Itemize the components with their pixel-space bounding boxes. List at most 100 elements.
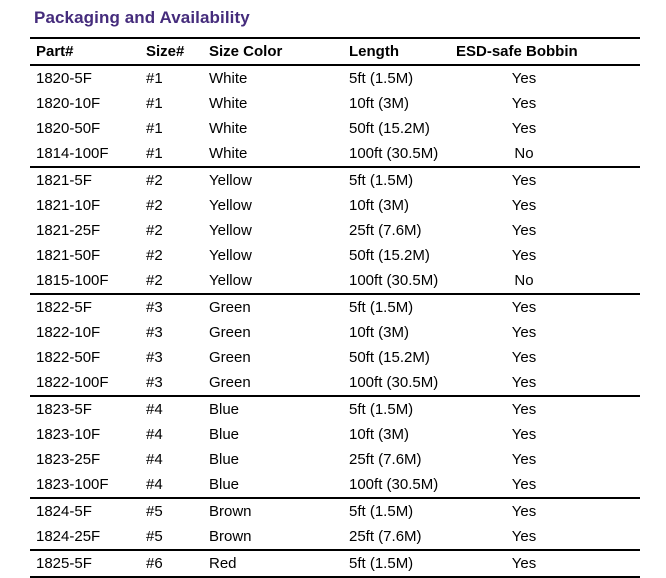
table-cell-size: #4 xyxy=(146,401,163,418)
table-cell-color: Yellow xyxy=(209,272,252,289)
column-header-esd: ESD-safe Bobbin xyxy=(456,43,578,60)
table-cell-color: Yellow xyxy=(209,247,252,264)
table-cell-length: 10ft (3M) xyxy=(349,324,410,341)
table-cell-esd: Yes xyxy=(511,476,537,493)
table-cell-size: #3 xyxy=(146,299,163,316)
table-cell-color: Yellow xyxy=(209,197,252,214)
table-cell-size: #3 xyxy=(146,324,163,341)
table-cell-length: 10ft (3M) xyxy=(349,197,410,214)
table-cell-length: 100ft (30.5M) xyxy=(349,476,439,493)
table-row: 1820-10F #1 White 10ft (3M) Yes xyxy=(30,91,640,116)
table-cell-part: 1821-25F xyxy=(36,222,101,239)
table-cell-color: Blue xyxy=(209,426,240,443)
table-cell-part: 1824-25F xyxy=(36,528,101,545)
table-cell-size: #1 xyxy=(146,70,163,87)
table-row: 1822-100F #3 Green 100ft (30.5M) Yes xyxy=(30,370,640,396)
table-cell-size: #4 xyxy=(146,426,163,443)
table-cell-size: #3 xyxy=(146,374,163,391)
table-cell-color: Green xyxy=(209,324,251,341)
table-cell-part: 1821-50F xyxy=(36,247,101,264)
table-cell-length: 50ft (15.2M) xyxy=(349,120,430,137)
table-cell-part: 1823-100F xyxy=(36,476,109,493)
table-row: 1820-5F #1 White 5ft (1.5M) Yes xyxy=(30,65,640,91)
table-cell-size: #1 xyxy=(146,95,163,112)
table-cell-length: 25ft (7.6M) xyxy=(349,451,422,468)
table-cell-esd: Yes xyxy=(511,426,537,443)
table-cell-part: 1823-5F xyxy=(36,401,92,418)
table-cell-part: 1820-10F xyxy=(36,95,101,112)
table-cell-esd: Yes xyxy=(511,555,537,572)
table-body: 1820-5F #1 White 5ft (1.5M) Yes 1820-10F #1 Whi… xyxy=(30,65,640,577)
table-cell-length: 25ft (7.6M) xyxy=(349,222,422,239)
table-cell-esd: Yes xyxy=(511,503,537,520)
table-cell-part: 1814-100F xyxy=(36,145,109,162)
table-cell-size: #2 xyxy=(146,172,163,189)
table-row: 1825-5F #6 Red 5ft (1.5M) Yes xyxy=(30,550,640,577)
table-row: 1823-5F #4 Blue 5ft (1.5M) Yes xyxy=(30,396,640,422)
table-cell-part: 1823-25F xyxy=(36,451,101,468)
table-row: 1822-50F #3 Green 50ft (15.2M) Yes xyxy=(30,345,640,370)
table-cell-length: 100ft (30.5M) xyxy=(349,145,439,162)
table-cell-color: White xyxy=(209,95,248,112)
table-cell-length: 5ft (1.5M) xyxy=(349,299,414,316)
table-cell-size: #1 xyxy=(146,145,163,162)
table-cell-esd: Yes xyxy=(511,374,537,391)
table-row: 1824-5F #5 Brown 5ft (1.5M) Yes xyxy=(30,498,640,524)
table-cell-color: Green xyxy=(209,349,251,366)
table-cell-part: 1822-5F xyxy=(36,299,92,316)
table-cell-length: 50ft (15.2M) xyxy=(349,247,430,264)
table-cell-esd: Yes xyxy=(511,222,537,239)
table-cell-size: #1 xyxy=(146,120,163,137)
table-cell-size: #2 xyxy=(146,197,163,214)
column-header-size: Size# xyxy=(146,43,185,60)
table-cell-color: Blue xyxy=(209,451,240,468)
table-row: 1824-25F #5 Brown 25ft (7.6M) Yes xyxy=(30,524,640,550)
table-cell-esd: Yes xyxy=(511,70,537,87)
table-row: 1822-5F #3 Green 5ft (1.5M) Yes xyxy=(30,294,640,320)
table-cell-esd: Yes xyxy=(511,299,537,316)
table-row: 1822-10F #3 Green 10ft (3M) Yes xyxy=(30,320,640,345)
table-cell-part: 1820-5F xyxy=(36,70,92,87)
table-cell-esd: Yes xyxy=(511,401,537,418)
table-row: 1815-100F #2 Yellow 100ft (30.5M) No xyxy=(30,268,640,294)
table-row: 1821-10F #2 Yellow 10ft (3M) Yes xyxy=(30,193,640,218)
table-cell-length: 10ft (3M) xyxy=(349,426,410,443)
table-cell-esd: Yes xyxy=(511,120,537,137)
table-cell-size: #4 xyxy=(146,476,163,493)
table-cell-length: 50ft (15.2M) xyxy=(349,349,430,366)
table-cell-color: White xyxy=(209,120,248,137)
table-cell-part: 1822-100F xyxy=(36,374,109,391)
table-cell-size: #2 xyxy=(146,272,163,289)
table-row: 1821-5F #2 Yellow 5ft (1.5M) Yes xyxy=(30,167,640,193)
table-cell-color: White xyxy=(209,145,248,162)
table-row: 1821-25F #2 Yellow 25ft (7.6M) Yes xyxy=(30,218,640,243)
column-header-part: Part# xyxy=(36,43,74,60)
table-cell-part: 1820-50F xyxy=(36,120,101,137)
table-cell-length: 5ft (1.5M) xyxy=(349,172,414,189)
table-cell-color: White xyxy=(209,70,248,87)
table-row: 1823-100F #4 Blue 100ft (30.5M) Yes xyxy=(30,472,640,498)
table-cell-esd: No xyxy=(514,145,534,162)
table-cell-color: Brown xyxy=(209,528,252,545)
table-cell-color: Blue xyxy=(209,401,240,418)
table-row: 1820-50F #1 White 50ft (15.2M) Yes xyxy=(30,116,640,141)
column-header-color: Size Color xyxy=(209,43,283,60)
table-cell-esd: Yes xyxy=(511,528,537,545)
table-row: 1814-100F #1 White 100ft (30.5M) No xyxy=(30,141,640,167)
table-cell-part: 1825-5F xyxy=(36,555,92,572)
table-cell-part: 1824-5F xyxy=(36,503,92,520)
table-cell-size: #6 xyxy=(146,555,163,572)
availability-table: Part# Size# Size Color Length ESD-safe B… xyxy=(30,37,640,578)
table-cell-size: #2 xyxy=(146,247,163,264)
table-cell-length: 100ft (30.5M) xyxy=(349,374,439,391)
table-cell-esd: Yes xyxy=(511,451,537,468)
table-row: 1823-25F #4 Blue 25ft (7.6M) Yes xyxy=(30,447,640,472)
table-cell-part: 1822-10F xyxy=(36,324,101,341)
table-cell-length: 100ft (30.5M) xyxy=(349,272,439,289)
table-cell-length: 25ft (7.6M) xyxy=(349,528,422,545)
table-cell-size: #2 xyxy=(146,222,163,239)
table-cell-esd: No xyxy=(514,272,534,289)
table-cell-part: 1823-10F xyxy=(36,426,101,443)
table-cell-color: Green xyxy=(209,299,251,316)
